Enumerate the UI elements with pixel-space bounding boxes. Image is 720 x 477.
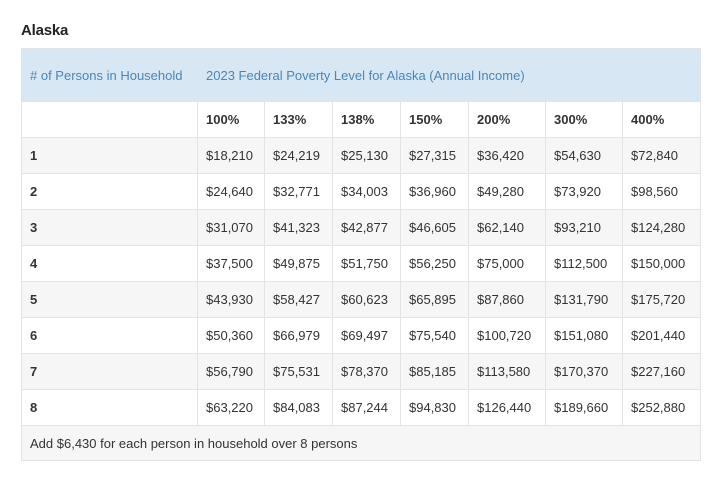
- income-cell: $85,185: [400, 353, 469, 390]
- percent-label: 138%: [332, 101, 401, 138]
- income-cell: $25,130: [332, 137, 401, 174]
- income-cell: $42,877: [332, 209, 401, 246]
- income-cell: $175,720: [622, 281, 701, 318]
- table-row: 5 $43,930 $58,427 $60,623 $65,895 $87,860 $131…: [21, 281, 701, 318]
- table-row: 6 $50,360 $66,979 $69,497 $75,540 $100,720 $15…: [21, 317, 701, 354]
- income-cell: $150,000: [622, 245, 701, 282]
- income-cell: $43,930: [197, 281, 265, 318]
- income-cell: $112,500: [545, 245, 623, 282]
- persons-count-cell: 2: [21, 173, 198, 210]
- income-cell: $41,323: [264, 209, 333, 246]
- income-cell: $46,605: [400, 209, 469, 246]
- persons-count-cell: 7: [21, 353, 198, 390]
- income-cell: $49,875: [264, 245, 333, 282]
- income-cell: $94,830: [400, 389, 469, 426]
- income-cell: $27,315: [400, 137, 469, 174]
- income-cell: $49,280: [468, 173, 546, 210]
- income-cell: $24,640: [197, 173, 265, 210]
- percent-header-blank: [21, 101, 198, 138]
- income-cell: $113,580: [468, 353, 546, 390]
- table-row: 2 $24,640 $32,771 $34,003 $36,960 $49,280 $73,…: [21, 173, 701, 210]
- income-cell: $32,771: [264, 173, 333, 210]
- persons-count-cell: 5: [21, 281, 198, 318]
- income-cell: $124,280: [622, 209, 701, 246]
- persons-column-header: # of Persons in Household: [21, 48, 198, 102]
- percent-label: 300%: [545, 101, 623, 138]
- income-cell: $37,500: [197, 245, 265, 282]
- income-cell: $100,720: [468, 317, 546, 354]
- income-cell: $75,000: [468, 245, 546, 282]
- income-cell: $58,427: [264, 281, 333, 318]
- income-cell: $75,531: [264, 353, 333, 390]
- income-cell: $69,497: [332, 317, 401, 354]
- percent-header-row: 100% 133% 138% 150% 200% 300% 400%: [21, 101, 701, 138]
- income-cell: $56,790: [197, 353, 265, 390]
- table-title-header: 2023 Federal Poverty Level for Alaska (A…: [197, 48, 701, 102]
- income-cell: $78,370: [332, 353, 401, 390]
- income-cell: $60,623: [332, 281, 401, 318]
- income-cell: $126,440: [468, 389, 546, 426]
- percent-label: 133%: [264, 101, 333, 138]
- income-cell: $54,630: [545, 137, 623, 174]
- table-row: 7 $56,790 $75,531 $78,370 $85,185 $113,580 $17…: [21, 353, 701, 390]
- income-cell: $65,895: [400, 281, 469, 318]
- percent-label: 150%: [400, 101, 469, 138]
- income-cell: $24,219: [264, 137, 333, 174]
- percent-label: 200%: [468, 101, 546, 138]
- income-cell: $56,250: [400, 245, 469, 282]
- income-cell: $50,360: [197, 317, 265, 354]
- income-cell: $66,979: [264, 317, 333, 354]
- income-cell: $201,440: [622, 317, 701, 354]
- persons-count-cell: 4: [21, 245, 198, 282]
- income-cell: $31,070: [197, 209, 265, 246]
- table-footer-row: Add $6,430 for each person in household …: [21, 425, 701, 461]
- percent-label: 100%: [197, 101, 265, 138]
- income-cell: $62,140: [468, 209, 546, 246]
- income-cell: $75,540: [400, 317, 469, 354]
- persons-count-cell: 3: [21, 209, 198, 246]
- persons-count-cell: 6: [21, 317, 198, 354]
- persons-count-cell: 8: [21, 389, 198, 426]
- income-cell: $73,920: [545, 173, 623, 210]
- income-cell: $51,750: [332, 245, 401, 282]
- income-cell: $131,790: [545, 281, 623, 318]
- income-cell: $84,083: [264, 389, 333, 426]
- income-cell: $87,244: [332, 389, 401, 426]
- income-cell: $170,370: [545, 353, 623, 390]
- income-cell: $252,880: [622, 389, 701, 426]
- percent-label: 400%: [622, 101, 701, 138]
- section-title: Alaska: [21, 22, 69, 39]
- income-cell: $151,080: [545, 317, 623, 354]
- income-cell: $63,220: [197, 389, 265, 426]
- income-cell: $18,210: [197, 137, 265, 174]
- income-cell: $227,160: [622, 353, 701, 390]
- income-cell: $189,660: [545, 389, 623, 426]
- income-cell: $98,560: [622, 173, 701, 210]
- income-cell: $34,003: [332, 173, 401, 210]
- table-footnote: Add $6,430 for each person in household …: [21, 425, 701, 461]
- income-cell: $36,420: [468, 137, 546, 174]
- poverty-level-table: # of Persons in Household 2023 Federal P…: [21, 48, 701, 461]
- table-header-row: # of Persons in Household 2023 Federal P…: [21, 48, 701, 102]
- persons-count-cell: 1: [21, 137, 198, 174]
- income-cell: $36,960: [400, 173, 469, 210]
- table-row: 1 $18,210 $24,219 $25,130 $27,315 $36,420 $54,…: [21, 137, 701, 174]
- income-cell: $87,860: [468, 281, 546, 318]
- poverty-level-table-container: # of Persons in Household 2023 Federal P…: [21, 48, 701, 461]
- income-cell: $93,210: [545, 209, 623, 246]
- table-row: 8 $63,220 $84,083 $87,244 $94,830 $126,440 $18…: [21, 389, 701, 426]
- table-row: 4 $37,500 $49,875 $51,750 $56,250 $75,000 $112…: [21, 245, 701, 282]
- table-body: 100% 133% 138% 150% 200% 300% 400% 1 $18,…: [21, 101, 701, 426]
- income-cell: $72,840: [622, 137, 701, 174]
- table-row: 3 $31,070 $41,323 $42,877 $46,605 $62,140 $93,…: [21, 209, 701, 246]
